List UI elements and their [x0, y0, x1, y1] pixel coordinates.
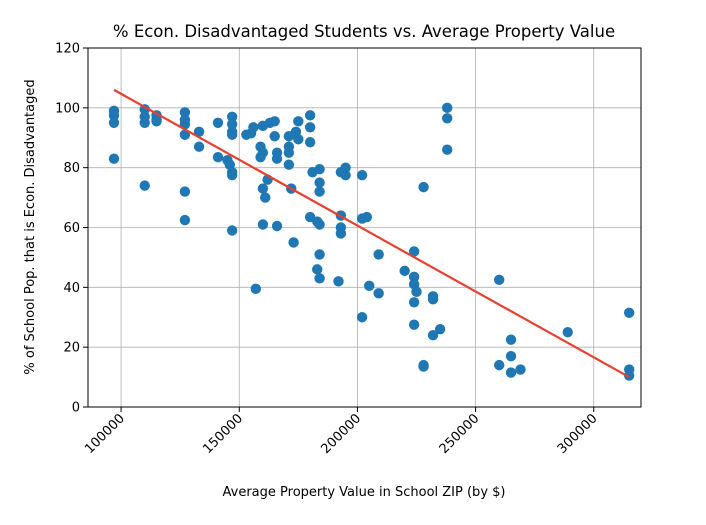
y-tick-label: 0 [72, 401, 80, 416]
data-point [333, 276, 344, 287]
data-point [418, 181, 429, 193]
data-point [494, 359, 505, 371]
data-point [193, 141, 205, 152]
data-point [373, 288, 384, 299]
data-point [248, 122, 259, 133]
data-point [442, 144, 453, 155]
data-point [212, 117, 224, 128]
data-point [271, 220, 283, 232]
data-point [269, 116, 280, 127]
data-point [361, 211, 373, 223]
data-point [427, 330, 439, 341]
data-point [442, 102, 453, 114]
data-point [312, 264, 323, 275]
x-tick-label: 300000 [555, 411, 601, 457]
data-point [418, 361, 429, 372]
data-point [293, 134, 304, 145]
data-point [314, 249, 325, 260]
data-point [179, 214, 191, 226]
x-axis-label: Average Property Value in School ZIP (by… [223, 485, 506, 500]
y-tick-label: 20 [63, 341, 80, 356]
data-point [314, 186, 325, 197]
data-point [179, 129, 191, 140]
data-point [408, 319, 420, 330]
data-point [314, 219, 325, 230]
data-point [408, 271, 420, 283]
data-point [293, 116, 304, 127]
data-point [212, 151, 224, 163]
data-point [139, 180, 150, 191]
data-point [283, 159, 295, 170]
data-point [226, 111, 238, 123]
data-point [505, 367, 517, 378]
x-tick-label: 150000 [200, 411, 246, 457]
data-point [108, 110, 120, 121]
data-point [304, 122, 316, 133]
data-point [408, 297, 420, 308]
data-point [505, 350, 517, 362]
data-point [179, 107, 191, 118]
data-point [373, 249, 384, 260]
data-point [399, 265, 410, 277]
data-point [179, 186, 191, 197]
data-point [108, 153, 120, 164]
data-point [515, 364, 526, 375]
data-point [269, 131, 280, 142]
data-point [335, 228, 347, 239]
data-point [304, 110, 316, 121]
data-point [505, 334, 517, 345]
data-point [411, 286, 422, 298]
y-tick-label: 80 [63, 161, 80, 176]
y-axis-label: % of School Pop. that is Econ. Disadvant… [23, 79, 38, 374]
data-point [340, 169, 351, 181]
data-point [193, 126, 205, 137]
data-point [226, 169, 238, 181]
x-tick-label: 250000 [437, 411, 483, 457]
y-tick-label: 40 [63, 281, 80, 296]
x-tick-label: 100000 [82, 411, 128, 457]
data-point [226, 119, 238, 130]
data-point [408, 246, 420, 257]
data-point [427, 294, 439, 305]
data-point [255, 151, 266, 163]
data-point [271, 153, 283, 164]
plot-frame [87, 47, 642, 408]
data-point [151, 116, 162, 127]
data-point [494, 274, 505, 286]
data-point [314, 273, 325, 284]
data-point [250, 283, 261, 295]
data-point [260, 192, 271, 203]
data-point [364, 280, 375, 292]
chart-title: % Econ. Disadvantaged Students vs. Avera… [113, 22, 615, 41]
data-point [356, 312, 368, 323]
data-point [314, 177, 325, 188]
data-point [257, 219, 269, 230]
data-point [442, 113, 453, 124]
data-point [226, 129, 238, 140]
data-point [356, 169, 368, 181]
grid [88, 47, 641, 408]
data-point [288, 237, 299, 248]
data-point [434, 324, 446, 335]
data-point [304, 137, 316, 148]
data-point [623, 370, 635, 381]
data-point [257, 183, 269, 194]
data-point [108, 117, 120, 128]
data-point [283, 147, 295, 158]
x-tick-label: 200000 [319, 411, 365, 457]
y-tick-label: 120 [55, 42, 80, 57]
y-tick-label: 60 [63, 221, 80, 236]
y-tick-label: 100 [55, 101, 80, 116]
data-point [623, 307, 635, 318]
data-point [562, 327, 573, 338]
trend-line [113, 88, 630, 379]
data-point [139, 117, 150, 128]
data-point [340, 162, 351, 173]
data-point [226, 225, 238, 236]
data-point [314, 163, 325, 175]
data-points [108, 102, 635, 381]
